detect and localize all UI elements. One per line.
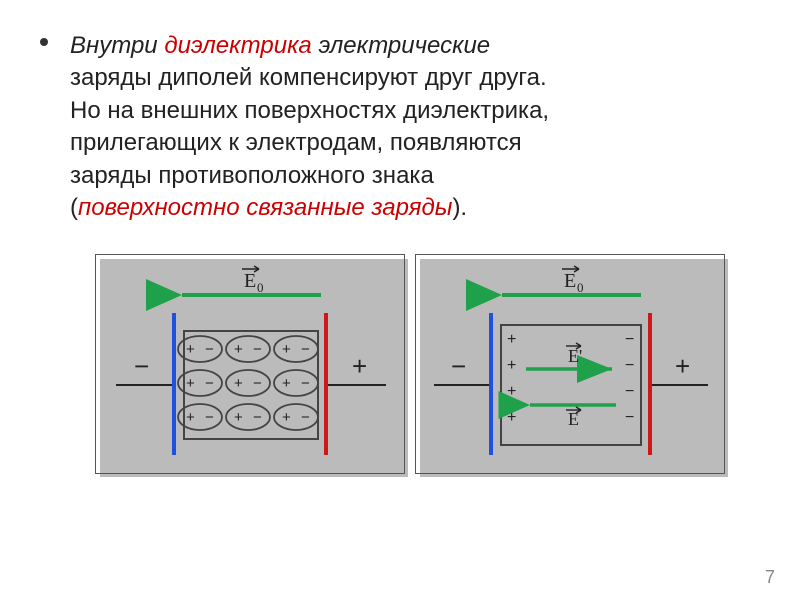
diagram1-svg: E 0 − + +−+−+−+−+−+−+−+−+− (96, 255, 406, 475)
bullet (40, 38, 48, 46)
svg-text:−: − (625, 357, 634, 374)
svg-text:−: − (625, 331, 634, 348)
svg-text:0: 0 (577, 280, 584, 295)
page-number: 7 (765, 567, 775, 588)
svg-text:−: − (205, 341, 214, 358)
svg-text:−: − (134, 351, 149, 381)
svg-text:E': E' (568, 346, 582, 366)
svg-text:−: − (205, 375, 214, 392)
diagram-fields: E 0 − + + − + − + − + − E' (415, 254, 725, 474)
line1-red: диэлектрика (164, 32, 311, 59)
svg-text:−: − (205, 409, 214, 426)
svg-text:−: − (253, 341, 262, 358)
svg-text:+: + (282, 341, 291, 358)
svg-text:−: − (625, 409, 634, 426)
body-text: Внутри диэлектрика электрические заряды … (70, 30, 750, 224)
line5: заряды противоположного знака (70, 162, 434, 189)
svg-text:+: + (282, 409, 291, 426)
svg-text:+: + (282, 375, 291, 392)
svg-text:−: − (253, 375, 262, 392)
svg-text:E: E (564, 270, 576, 292)
line4: прилегающих к электродам, появляются (70, 129, 522, 156)
svg-text:+: + (234, 375, 243, 392)
svg-text:+: + (234, 409, 243, 426)
svg-text:+: + (675, 351, 690, 381)
line1-prefix: Внутри (70, 32, 164, 59)
line6-suffix: ). (452, 194, 467, 221)
svg-text:−: − (451, 351, 466, 381)
diagram2-svg: E 0 − + + − + − + − + − E' (416, 255, 726, 475)
svg-text:+: + (507, 357, 516, 374)
svg-text:0: 0 (257, 280, 264, 295)
svg-text:+: + (507, 331, 516, 348)
svg-text:−: − (301, 409, 310, 426)
line6-red: поверхностно связанные заряды (78, 194, 452, 221)
line6-prefix: ( (70, 194, 78, 221)
line2: заряды диполей компенсируют друг друга. (70, 64, 547, 91)
svg-text:−: − (625, 383, 634, 400)
svg-text:+: + (234, 341, 243, 358)
svg-text:+: + (186, 375, 195, 392)
svg-text:−: − (301, 375, 310, 392)
diagram-dipoles: E 0 − + +−+−+−+−+−+−+−+−+− (95, 254, 405, 474)
diagrams-row: E 0 − + +−+−+−+−+−+−+−+−+− (70, 254, 750, 474)
svg-text:−: − (301, 341, 310, 358)
svg-text:+: + (507, 383, 516, 400)
svg-text:+: + (186, 341, 195, 358)
svg-text:−: − (253, 409, 262, 426)
svg-text:E: E (244, 270, 256, 292)
svg-text:+: + (186, 409, 195, 426)
line1-suffix: электрические (312, 32, 490, 59)
line3: Но на внешних поверхностях диэлектрика, (70, 97, 549, 124)
svg-text:+: + (352, 351, 367, 381)
svg-text:+: + (507, 409, 516, 426)
